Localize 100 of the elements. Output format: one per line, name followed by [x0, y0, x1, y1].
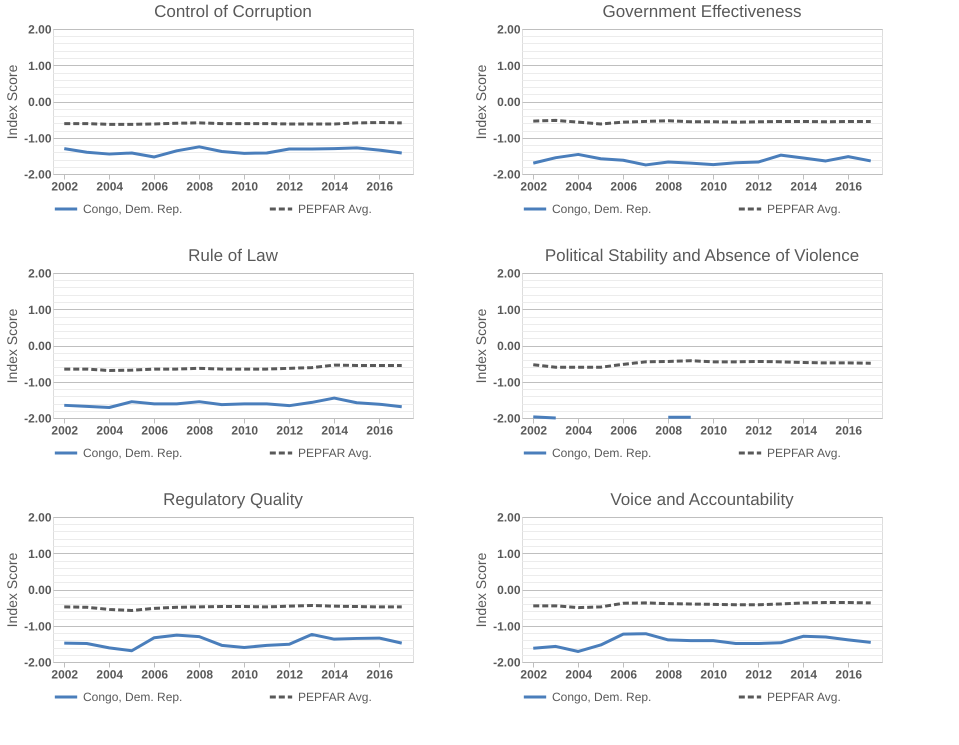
y-tick-label: 2.00 — [28, 22, 52, 36]
y-tick-label: 2.00 — [497, 22, 521, 36]
x-tick-label: 2006 — [141, 180, 168, 194]
x-tick-label: 2016 — [366, 180, 394, 194]
x-tick-label: 2012 — [276, 424, 304, 438]
x-tick-label: 2014 — [790, 668, 818, 682]
x-tick-label: 2012 — [745, 424, 772, 438]
line-series — [62, 145, 404, 158]
legend-label: PEPFAR Avg. — [298, 690, 372, 704]
y-tick-label: -1.00 — [493, 375, 521, 390]
x-tick-label: 2016 — [366, 668, 394, 682]
legend-label: Congo, Dem. Rep. — [552, 690, 652, 704]
x-tick-label: 2006 — [141, 424, 168, 438]
x-tick-label: 2004 — [565, 180, 592, 194]
legend-label: PEPFAR Avg. — [767, 202, 841, 216]
y-tick-label: -1.00 — [24, 375, 52, 390]
x-tick-label: 2008 — [655, 424, 682, 438]
y-tick-label: 1.00 — [28, 546, 52, 561]
y-tick-label: -2.00 — [493, 168, 521, 182]
y-tick-label: 0.00 — [497, 95, 521, 109]
x-tick-label: 2014 — [790, 180, 818, 194]
y-tick-label: 2.00 — [497, 510, 521, 524]
x-tick-label: 2014 — [321, 180, 348, 194]
legend-label: Congo, Dem. Rep. — [83, 202, 182, 216]
x-tick-label: 2002 — [520, 424, 548, 438]
line-series — [62, 396, 404, 409]
y-tick-label: -1.00 — [24, 131, 52, 146]
y-tick-label: -1.00 — [24, 619, 52, 634]
x-tick-label: 2012 — [745, 180, 772, 194]
x-tick-label: 2002 — [520, 180, 548, 194]
y-tick-label: -2.00 — [24, 168, 52, 182]
x-tick-label: 2010 — [700, 424, 728, 438]
y-tick-label: 2.00 — [28, 266, 52, 280]
y-tick-label: -2.00 — [493, 412, 521, 426]
chart-title: Control of Corruption — [154, 2, 312, 21]
x-tick-label: 2004 — [565, 668, 592, 682]
line-series — [532, 359, 872, 369]
legend-label: Congo, Dem. Rep. — [552, 202, 652, 216]
x-tick-label: 2010 — [700, 180, 728, 194]
x-tick-label: 2002 — [51, 180, 78, 194]
y-axis-title: Index Score — [473, 64, 490, 140]
y-tick-label: 1.00 — [28, 302, 52, 317]
y-axis-title: Index Score — [473, 552, 490, 628]
y-tick-label: 0.00 — [28, 95, 52, 109]
x-tick-label: 2014 — [790, 424, 818, 438]
y-tick-label: 2.00 — [28, 510, 52, 524]
chart-title: Government Effectiveness — [602, 2, 802, 21]
chart-title: Rule of Law — [188, 246, 279, 265]
x-tick-label: 2006 — [610, 668, 638, 682]
y-tick-label: 0.00 — [28, 583, 52, 597]
chart-title: Regulatory Quality — [163, 490, 304, 509]
y-axis-title: Index Score — [4, 552, 20, 628]
x-tick-label: 2002 — [520, 668, 548, 682]
legend-label: PEPFAR Avg. — [298, 202, 372, 216]
x-tick-label: 2016 — [835, 180, 862, 194]
y-tick-label: 2.00 — [497, 266, 521, 280]
x-tick-label: 2010 — [231, 668, 258, 682]
x-tick-label: 2014 — [321, 424, 348, 438]
y-tick-label: -2.00 — [24, 656, 52, 670]
line-series — [532, 632, 872, 653]
y-tick-label: -2.00 — [24, 412, 52, 426]
x-tick-label: 2014 — [321, 668, 348, 682]
x-tick-label: 2008 — [186, 424, 214, 438]
legend-label: PEPFAR Avg. — [767, 446, 841, 460]
x-tick-label: 2012 — [276, 668, 304, 682]
y-tick-label: -2.00 — [493, 656, 521, 670]
line-series — [532, 152, 872, 166]
legend-label: Congo, Dem. Rep. — [552, 446, 652, 460]
x-tick-label: 2004 — [96, 180, 124, 194]
line-series — [62, 632, 404, 652]
x-tick-label: 2012 — [745, 668, 772, 682]
x-tick-label: 2004 — [96, 424, 124, 438]
x-tick-label: 2004 — [565, 424, 592, 438]
chart-title: Voice and Accountability — [610, 490, 794, 509]
x-tick-label: 2016 — [835, 668, 862, 682]
x-tick-label: 2016 — [835, 424, 862, 438]
x-tick-label: 2006 — [610, 424, 638, 438]
y-tick-label: -1.00 — [493, 131, 521, 146]
x-tick-label: 2006 — [141, 668, 168, 682]
x-tick-label: 2004 — [96, 668, 124, 682]
y-tick-label: 1.00 — [28, 58, 52, 73]
x-tick-label: 2012 — [276, 180, 304, 194]
y-tick-label: 1.00 — [497, 302, 521, 317]
x-tick-label: 2008 — [186, 180, 214, 194]
y-tick-label: 0.00 — [497, 583, 521, 597]
x-tick-label: 2016 — [366, 424, 394, 438]
legend-label: Congo, Dem. Rep. — [83, 446, 182, 460]
x-tick-label: 2008 — [186, 668, 214, 682]
x-tick-label: 2002 — [51, 424, 78, 438]
legend-label: Congo, Dem. Rep. — [83, 690, 182, 704]
y-tick-label: 1.00 — [497, 58, 521, 73]
y-tick-label: -1.00 — [493, 619, 521, 634]
x-tick-label: 2002 — [51, 668, 78, 682]
y-axis-title: Index Score — [473, 308, 490, 384]
y-axis-title: Index Score — [4, 308, 20, 384]
x-tick-label: 2006 — [610, 180, 638, 194]
x-tick-label: 2010 — [231, 180, 258, 194]
x-tick-label: 2010 — [700, 668, 728, 682]
legend-label: PEPFAR Avg. — [298, 446, 372, 460]
x-tick-label: 2008 — [655, 668, 682, 682]
